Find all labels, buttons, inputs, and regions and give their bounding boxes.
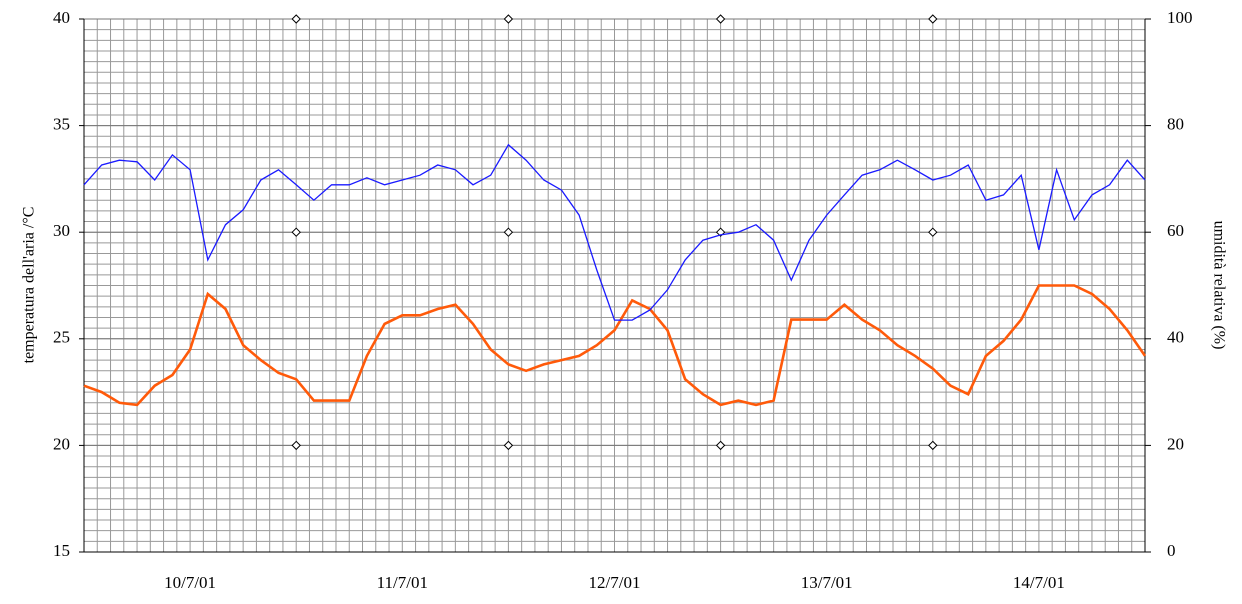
y-tick-label: 35 xyxy=(53,115,70,134)
y2-tick-label: 0 xyxy=(1167,541,1176,560)
x-tick-label: 14/7/01 xyxy=(1013,573,1065,592)
marker-diamond xyxy=(715,14,726,24)
marker-diamond xyxy=(928,227,938,237)
y-tick-label: 40 xyxy=(53,8,70,27)
line-series xyxy=(83,143,1146,321)
marker-diamond xyxy=(928,14,938,24)
y-tick-label: 20 xyxy=(53,434,70,453)
x-tick-label: 11/7/01 xyxy=(377,573,428,592)
x-tick-label: 12/7/01 xyxy=(589,573,641,592)
marker-diamond xyxy=(503,14,514,24)
marker-diamond xyxy=(928,440,938,451)
y2-tick-label: 40 xyxy=(1167,328,1184,347)
marker-diamond xyxy=(291,227,301,237)
x-tick-label: 10/7/01 xyxy=(164,573,216,592)
line-series xyxy=(83,284,1147,407)
marker-diamond xyxy=(715,440,726,451)
y2-tick-label: 100 xyxy=(1167,8,1193,27)
marker-diamond xyxy=(291,440,301,451)
y2-tick-label: 20 xyxy=(1167,434,1184,453)
y2-tick-label: 80 xyxy=(1167,115,1184,134)
marker-diamond xyxy=(503,440,514,451)
y2-tick-label: 60 xyxy=(1167,221,1184,240)
y2-axis-label: umidità relativa (%) xyxy=(1210,221,1227,350)
x-tick-label: 13/7/01 xyxy=(801,573,853,592)
y-tick-label: 15 xyxy=(53,541,70,560)
marker-diamond xyxy=(291,14,301,24)
marker-diamond xyxy=(503,227,514,237)
y-axis-label: temperatura dell'aria /°C xyxy=(21,207,38,364)
y-tick-label: 25 xyxy=(53,328,70,347)
y-tick-label: 30 xyxy=(53,221,70,240)
